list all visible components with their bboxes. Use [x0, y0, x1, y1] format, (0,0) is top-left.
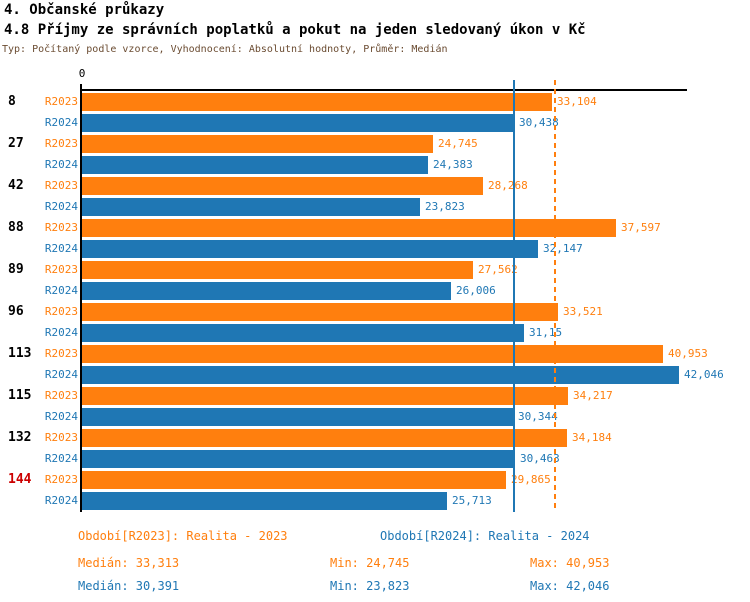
bar — [82, 93, 552, 111]
series-label: R2023 — [44, 305, 78, 318]
series-label: R2023 — [44, 95, 78, 108]
category-label: 115 — [8, 388, 32, 403]
series-label: R2023 — [44, 221, 78, 234]
value-label: 32,147 — [543, 242, 583, 255]
bar — [82, 324, 524, 342]
series-label: R2024 — [44, 158, 78, 171]
series-label: R2023 — [44, 389, 78, 402]
value-label: 34,184 — [572, 431, 612, 444]
bar — [82, 282, 451, 300]
series-label: R2023 — [44, 179, 78, 192]
value-label: 26,006 — [456, 284, 496, 297]
category-label: 27 — [8, 136, 24, 151]
bar — [82, 408, 513, 426]
stat-max-r2024: Max: 42,046 — [530, 579, 610, 593]
stat-median-r2023: Medián: 33,313 — [78, 556, 180, 570]
bar — [82, 387, 568, 405]
value-label: 25,713 — [452, 494, 492, 507]
category-label: 8 — [8, 94, 16, 109]
category-label: 113 — [8, 346, 32, 361]
legend-entry-r2024: Období[R2024]: Realita - 2024 — [380, 529, 590, 543]
bar — [82, 429, 567, 447]
value-label: 24,745 — [438, 137, 478, 150]
value-label: 33,104 — [557, 95, 597, 108]
bar — [82, 450, 515, 468]
value-label: 28,268 — [488, 179, 528, 192]
stat-median-r2024: Medián: 30,391 — [78, 579, 180, 593]
series-label: R2024 — [44, 200, 78, 213]
value-label: 23,823 — [425, 200, 465, 213]
stat-min-r2023: Min: 24,745 — [330, 556, 410, 570]
value-label: 40,953 — [668, 347, 708, 360]
value-label: 34,217 — [573, 389, 613, 402]
reference-line-median-r2023 — [554, 80, 556, 512]
category-label: 88 — [8, 220, 24, 235]
value-label: 30,438 — [519, 116, 559, 129]
series-label: R2024 — [44, 452, 78, 465]
stat-max-r2023: Max: 40,953 — [530, 556, 610, 570]
bar — [82, 366, 679, 384]
bar — [82, 492, 447, 510]
value-label: 27,562 — [478, 263, 518, 276]
value-label: 30,463 — [520, 452, 560, 465]
value-label: 42,046 — [684, 368, 724, 381]
value-label: 30,344 — [518, 410, 558, 423]
category-label: 144 — [8, 472, 32, 487]
bar — [82, 198, 420, 216]
bar — [82, 240, 538, 258]
plot-top-border — [82, 89, 687, 91]
bar — [82, 135, 433, 153]
reference-line-median-r2024 — [513, 80, 515, 512]
y-axis-line — [80, 84, 82, 512]
bar — [82, 219, 616, 237]
series-label: R2023 — [44, 263, 78, 276]
stat-min-r2024: Min: 23,823 — [330, 579, 410, 593]
series-label: R2024 — [44, 368, 78, 381]
bar — [82, 156, 428, 174]
series-label: R2024 — [44, 242, 78, 255]
bar — [82, 261, 473, 279]
series-label: R2024 — [44, 116, 78, 129]
bar — [82, 345, 663, 363]
bar — [82, 114, 514, 132]
value-label: 31,15 — [529, 326, 563, 339]
series-label: R2024 — [44, 284, 78, 297]
series-label: R2023 — [44, 347, 78, 360]
series-label: R2023 — [44, 137, 78, 150]
value-label: 37,597 — [621, 221, 661, 234]
category-label: 42 — [8, 178, 24, 193]
page-title: 4. Občanské průkazy — [4, 2, 165, 18]
value-label: 24,383 — [433, 158, 473, 171]
series-label: R2024 — [44, 494, 78, 507]
bar — [82, 471, 506, 489]
chart-title: 4.8 Příjmy ze správních poplatků a pokut… — [4, 22, 586, 38]
legend-entry-r2023: Období[R2023]: Realita - 2023 — [78, 529, 288, 543]
value-label: 29,865 — [511, 473, 551, 486]
bar — [82, 177, 483, 195]
bar — [82, 303, 558, 321]
series-label: R2023 — [44, 473, 78, 486]
x-axis-zero-tick-label: 0 — [78, 67, 86, 80]
series-label: R2023 — [44, 431, 78, 444]
category-label: 132 — [8, 430, 32, 445]
category-label: 89 — [8, 262, 24, 277]
category-label: 96 — [8, 304, 24, 319]
value-label: 33,521 — [563, 305, 603, 318]
chart-meta-line: Typ: Počítaný podle vzorce, Vyhodnocení:… — [2, 44, 448, 55]
series-label: R2024 — [44, 326, 78, 339]
series-label: R2024 — [44, 410, 78, 423]
